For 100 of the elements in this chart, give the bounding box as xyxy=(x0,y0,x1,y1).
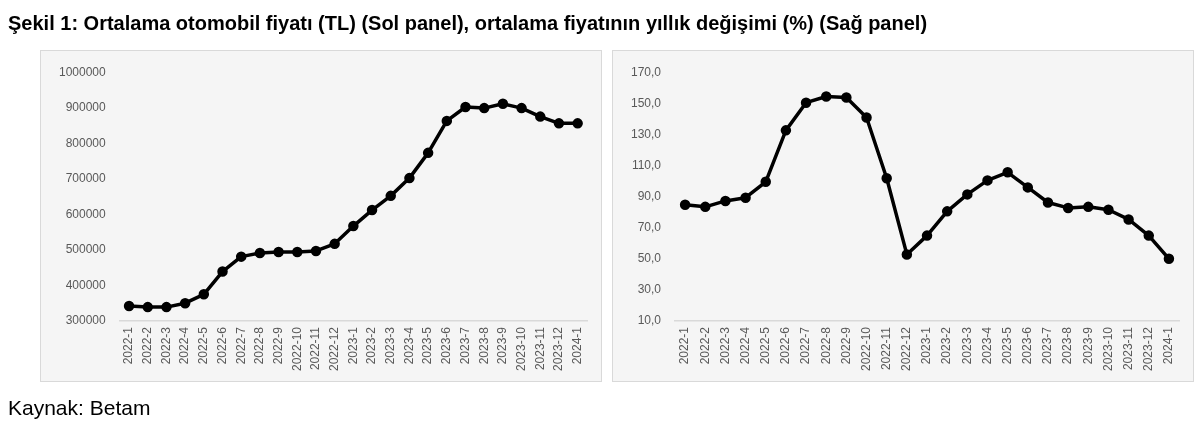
y-tick-label: 600000 xyxy=(65,206,107,221)
x-tick-label: 2022-5 xyxy=(758,326,773,365)
point xyxy=(385,190,396,202)
x-tick-label: 2022-11 xyxy=(879,326,894,371)
x-tick-label: 2023-2 xyxy=(364,326,379,365)
point xyxy=(901,249,913,260)
point xyxy=(497,98,509,110)
point xyxy=(881,172,892,184)
x-tick-label: 2022-7 xyxy=(233,326,248,365)
point xyxy=(198,289,210,300)
x-tick-label: 2023-4 xyxy=(401,326,416,365)
y-tick-label: 110,0 xyxy=(631,157,662,172)
point xyxy=(553,118,565,129)
x-tick-label: 2023-3 xyxy=(959,326,974,365)
x-tick-label: 2024-1 xyxy=(1161,326,1176,365)
point xyxy=(941,206,953,217)
point xyxy=(740,192,751,203)
x-tick-label: 2023-9 xyxy=(495,326,510,365)
x-tick-label: 2023-1 xyxy=(345,326,360,365)
x-tick-label: 2022-12 xyxy=(899,326,914,372)
point xyxy=(404,172,415,184)
point xyxy=(861,112,872,123)
point xyxy=(235,251,247,262)
x-tick-label: 2022-7 xyxy=(798,326,813,365)
x-tick-label: 2022-10 xyxy=(289,326,304,372)
y-tick-label: 500000 xyxy=(65,242,107,257)
x-tick-label: 2022-1 xyxy=(121,326,136,365)
point xyxy=(962,189,973,200)
x-tick-label: 2022-8 xyxy=(252,326,267,365)
x-tick-label: 2022-6 xyxy=(778,326,793,365)
point xyxy=(841,92,852,103)
x-tick-label: 2022-2 xyxy=(140,326,155,365)
point xyxy=(254,247,266,259)
point xyxy=(273,246,284,258)
point xyxy=(820,91,832,102)
x-tick-label: 2022-3 xyxy=(717,326,732,365)
text: Kaynak: Betam xyxy=(8,396,151,420)
x-tick-label: 2023-11 xyxy=(532,326,547,371)
point xyxy=(1083,201,1094,213)
point xyxy=(516,102,527,114)
x-tick-label: 2022-1 xyxy=(677,326,692,365)
x-tick-label: 2023-7 xyxy=(1040,326,1055,365)
x-tick-label: 2022-5 xyxy=(196,326,211,365)
x-tick-label: 2023-6 xyxy=(439,326,454,365)
y-tick-label: 70,0 xyxy=(637,219,662,234)
point xyxy=(760,176,771,188)
x-tick-label: 2022-4 xyxy=(737,326,752,365)
x-tick-label: 2023-8 xyxy=(476,326,491,365)
x-tick-label: 2023-1 xyxy=(919,326,934,365)
point xyxy=(1103,204,1114,216)
point xyxy=(310,245,322,257)
point xyxy=(460,101,471,113)
point xyxy=(292,246,303,258)
x-tick-label: 2023-5 xyxy=(420,326,435,365)
point xyxy=(123,300,135,312)
point xyxy=(1022,182,1034,193)
x-tick-label: 2023-7 xyxy=(457,326,472,365)
x-tick-label: 2022-3 xyxy=(158,326,173,365)
point xyxy=(1042,197,1054,208)
point xyxy=(780,125,792,136)
point xyxy=(1163,253,1175,265)
point xyxy=(535,111,546,122)
x-tick-label: 2023-10 xyxy=(513,326,528,372)
x-tick-label: 2022-2 xyxy=(697,326,712,365)
point xyxy=(982,175,993,186)
point xyxy=(1062,202,1074,214)
y-tick-label: 700000 xyxy=(65,171,107,186)
x-tick-label: 2023-2 xyxy=(939,326,954,365)
x-tick-label: 2023-11 xyxy=(1120,326,1135,371)
y-tick-label: 130,0 xyxy=(631,126,662,141)
point xyxy=(366,204,378,216)
x-tick-label: 2024-1 xyxy=(569,326,584,365)
y-tick-label: 90,0 xyxy=(637,188,662,203)
x-tick-label: 2022-11 xyxy=(308,326,323,371)
point xyxy=(161,301,172,313)
point xyxy=(142,301,153,313)
x-tick-label: 2023-12 xyxy=(551,326,566,372)
y-tick-label: 170,0 xyxy=(631,64,662,79)
point xyxy=(441,115,453,127)
point xyxy=(921,230,933,241)
x-tick-label: 2022-10 xyxy=(858,326,873,372)
y-tick-label: 400000 xyxy=(65,277,107,292)
chart-title: Şekil 1: Ortalama otomobil fiyatı (TL) (Sol panel), ortalama fiyatının yıllık değişimi (%) (Sağ panel) xyxy=(8,12,928,35)
point xyxy=(800,97,812,108)
x-tick-label: 2023-4 xyxy=(979,326,994,365)
point xyxy=(700,201,711,213)
x-tick-label: 2023-6 xyxy=(1020,326,1035,365)
point xyxy=(1123,214,1134,225)
x-tick-label: 2022-12 xyxy=(326,326,341,372)
point xyxy=(572,118,583,129)
point xyxy=(1143,230,1155,241)
y-tick-label: 900000 xyxy=(65,100,107,115)
x-tick-label: 2023-3 xyxy=(383,326,398,365)
point xyxy=(478,102,490,114)
x-tick-label: 2023-10 xyxy=(1100,326,1115,372)
x-tick-label: 2022-8 xyxy=(818,326,833,365)
y-tick-label: 300000 xyxy=(65,313,107,328)
y-tick-label: 50,0 xyxy=(637,251,662,266)
point xyxy=(679,199,691,210)
point xyxy=(348,220,359,232)
